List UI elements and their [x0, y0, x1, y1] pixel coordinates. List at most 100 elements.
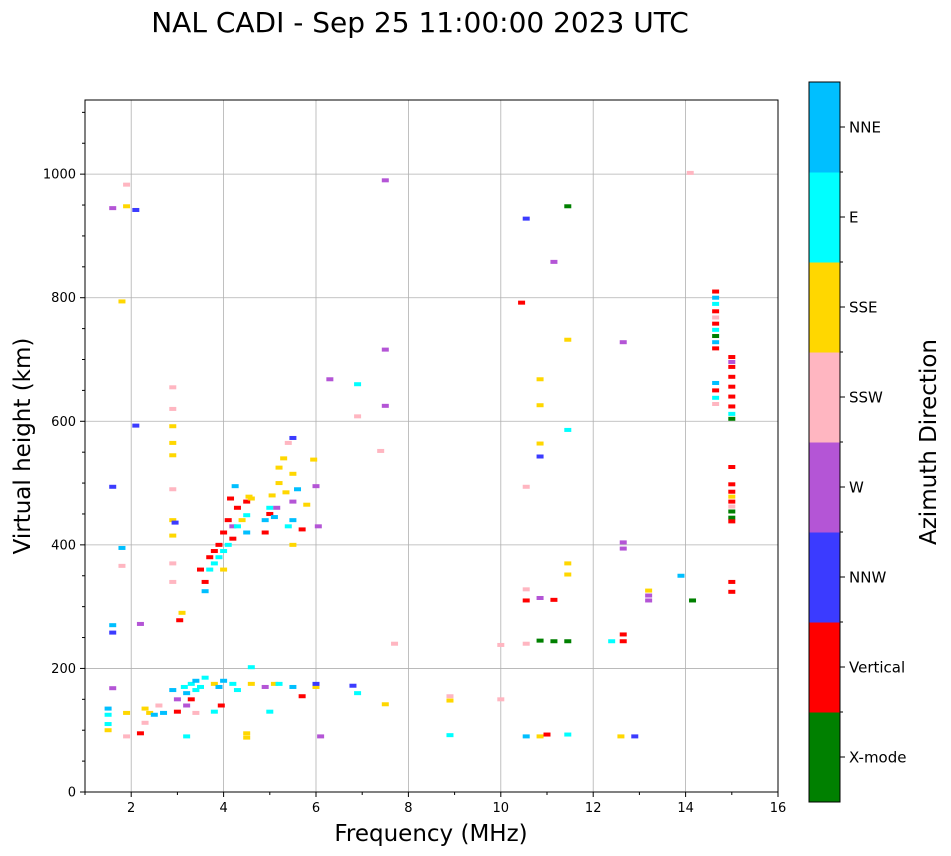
data-point [243, 499, 251, 504]
data-point [536, 403, 544, 408]
data-point [173, 709, 181, 714]
data-point [206, 567, 214, 572]
data-point [728, 411, 736, 416]
data-point [109, 630, 117, 635]
data-point [354, 691, 362, 696]
data-point [224, 518, 232, 523]
data-point [289, 684, 297, 689]
data-point [522, 734, 530, 739]
data-point [197, 567, 204, 572]
data-point [146, 710, 154, 715]
x-tick-label: 12 [585, 801, 602, 816]
data-point [210, 709, 218, 714]
x-axis: 2 4 6 8 10 12 14 16 [84, 792, 786, 816]
data-point [183, 691, 191, 696]
data-point [169, 688, 177, 693]
y-tick-label: 400 [51, 538, 76, 553]
data-point [132, 207, 140, 212]
data-point [728, 504, 736, 509]
data-point [243, 735, 251, 740]
data-point [104, 706, 112, 711]
data-point [118, 545, 126, 550]
data-point [446, 733, 454, 738]
data-point [243, 513, 251, 518]
data-point [150, 712, 158, 717]
data-point [109, 206, 117, 211]
data-point [270, 515, 278, 520]
data-point [522, 641, 530, 646]
data-point [522, 587, 530, 592]
data-point [180, 684, 188, 689]
data-point [247, 496, 255, 501]
data-point [233, 688, 241, 693]
colorbar-label-item: SSW [849, 389, 883, 407]
data-point [187, 681, 195, 686]
data-point [728, 494, 736, 499]
data-point [564, 204, 572, 209]
data-point [284, 440, 292, 445]
x-tick-label: 14 [677, 801, 694, 816]
data-point [619, 540, 627, 545]
x-tick-label: 2 [127, 801, 135, 816]
data-point [550, 259, 558, 264]
data-point [275, 681, 283, 686]
data-point [518, 300, 526, 305]
data-point [261, 518, 269, 523]
data-point [728, 416, 736, 421]
data-point [289, 499, 297, 504]
data-point [220, 678, 228, 683]
data-point [728, 374, 736, 379]
plot-area [85, 100, 778, 792]
data-point [298, 527, 306, 532]
data-point [183, 703, 191, 708]
data-point [728, 579, 736, 584]
data-point [141, 706, 149, 711]
data-point [243, 530, 251, 535]
data-point [201, 675, 209, 680]
data-point [123, 710, 131, 715]
colorbar-swatch [809, 532, 840, 623]
data-point [266, 511, 274, 516]
data-point [712, 395, 720, 400]
data-point [689, 598, 697, 603]
data-point [238, 518, 246, 523]
data-point [192, 710, 200, 715]
data-point [712, 301, 720, 306]
data-point [712, 340, 720, 345]
data-point [224, 542, 232, 547]
colorbar-label-item: X-mode [849, 749, 906, 767]
data-point [550, 597, 558, 602]
data-point [220, 567, 228, 572]
data-point [220, 549, 228, 554]
data-point [686, 170, 694, 175]
data-point [123, 734, 131, 739]
data-point [104, 712, 112, 717]
data-point [608, 639, 616, 644]
data-point [136, 731, 144, 736]
data-point [550, 639, 558, 644]
data-point [141, 720, 149, 725]
data-point [229, 524, 237, 529]
data-point [619, 632, 627, 637]
colorbar-swatch [809, 352, 840, 443]
colorbar-label: Azimuth Direction [916, 339, 942, 545]
data-point [192, 688, 200, 693]
data-point [349, 683, 357, 688]
data-point [564, 572, 572, 577]
data-point [169, 579, 177, 584]
data-point [227, 496, 235, 501]
data-point [446, 694, 454, 699]
data-point [536, 638, 544, 643]
data-point [201, 589, 209, 594]
data-point [712, 321, 720, 326]
data-point [712, 334, 720, 339]
data-point [564, 337, 572, 342]
y-tick-label: 600 [51, 415, 76, 430]
data-point [289, 518, 297, 523]
data-point [536, 595, 544, 600]
data-point [217, 703, 225, 708]
data-point [536, 377, 544, 382]
data-point [261, 684, 269, 689]
y-axis: 0 200 400 600 800 1000 [43, 111, 85, 801]
